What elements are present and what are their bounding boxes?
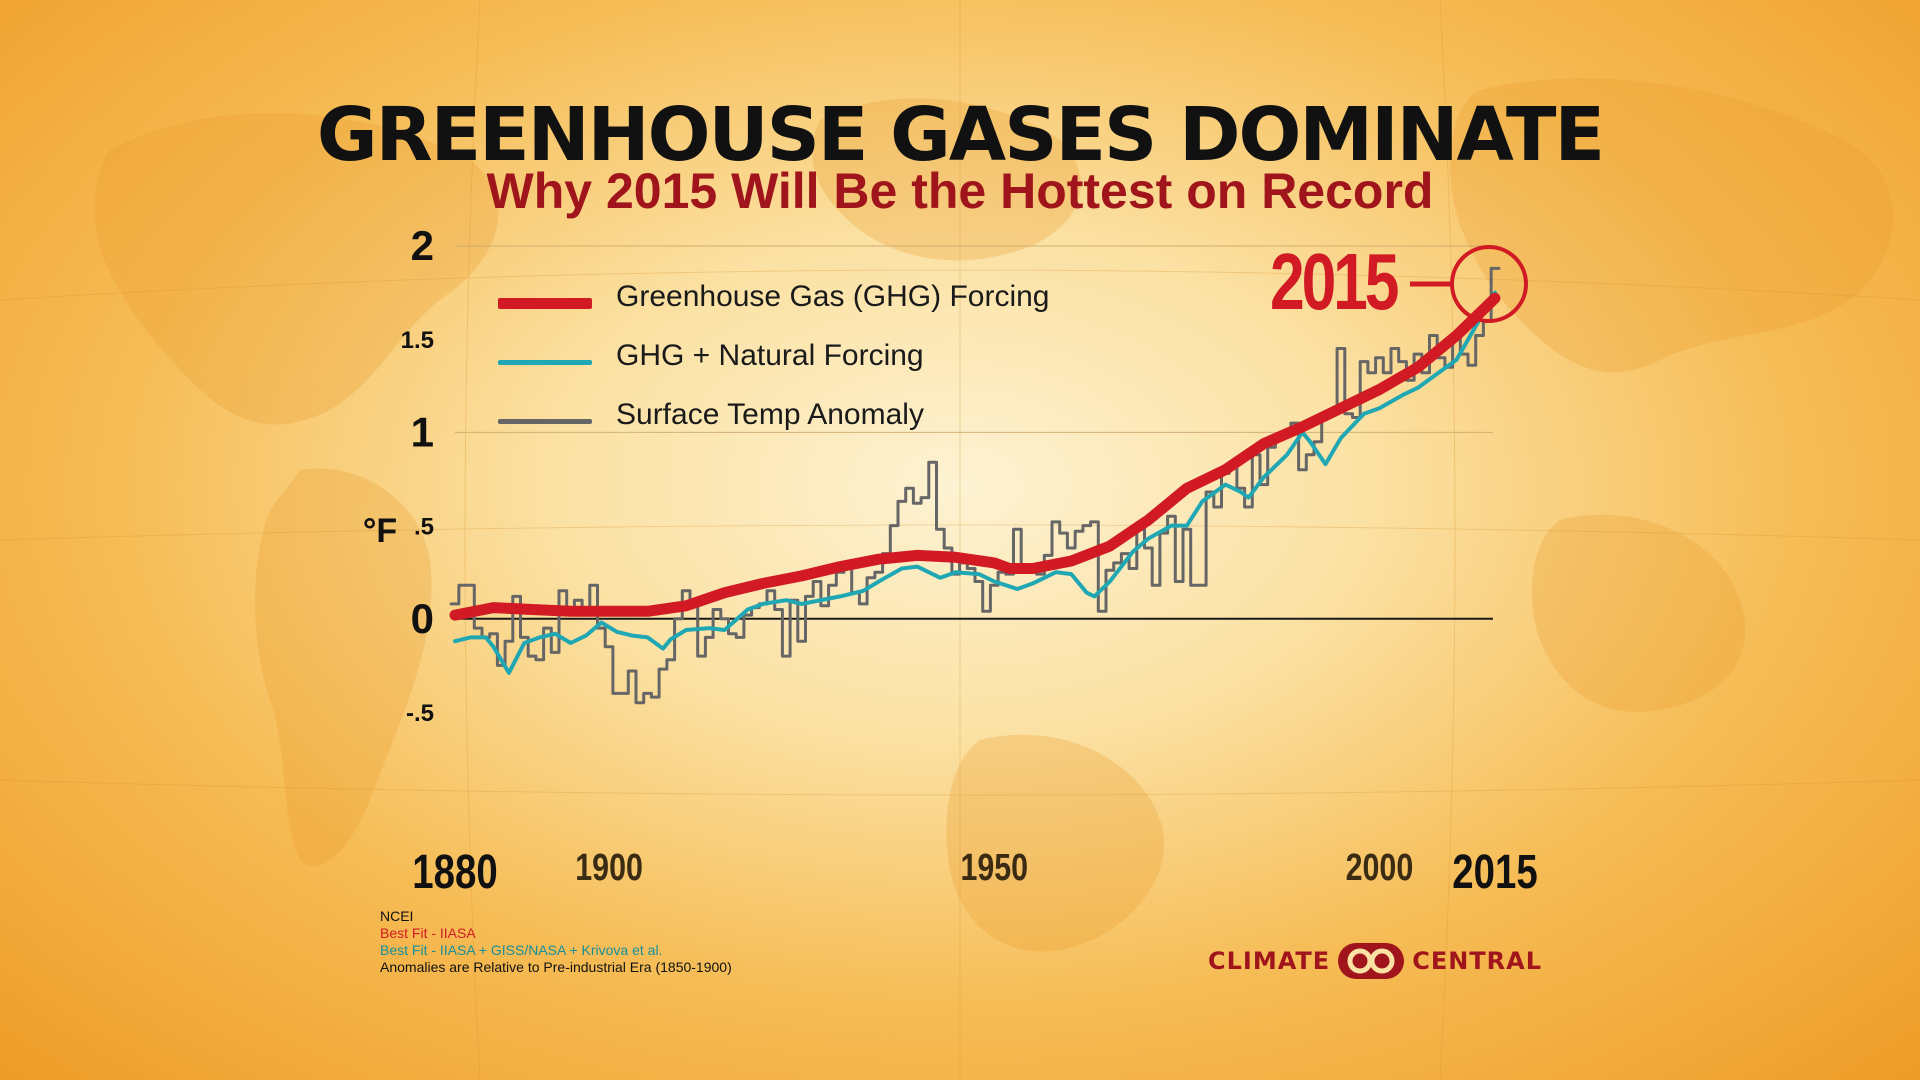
x-tick-label: 1950 xyxy=(960,847,1028,889)
series-line-surface-temp-anomaly xyxy=(451,268,1499,702)
source-notes: NCEI Best Fit - IIASA Best Fit - IIASA +… xyxy=(380,908,732,976)
year-callout-label: 2015 xyxy=(1270,236,1396,328)
x-tick-label: 2015 xyxy=(1452,846,1537,899)
legend-label-natural: GHG + Natural Forcing xyxy=(616,339,924,373)
x-tick-label: 1880 xyxy=(412,846,497,899)
legend-swatch-surface xyxy=(498,419,592,424)
y-tick-label: .5 xyxy=(414,514,434,541)
y-tick-label: 1.5 xyxy=(401,327,434,354)
climate-central-logo: CLIMATE CENTRAL xyxy=(1208,940,1542,982)
legend-label-ghg: Greenhouse Gas (GHG) Forcing xyxy=(616,280,1050,314)
y-axis-label: °F xyxy=(363,512,397,550)
x-tick-label: 2000 xyxy=(1346,847,1414,889)
source-line: Anomalies are Relative to Pre-industrial… xyxy=(380,959,732,976)
y-tick-label: 0 xyxy=(411,595,434,642)
y-tick-label: -.5 xyxy=(406,700,434,727)
source-line: Best Fit - IIASA xyxy=(380,925,732,942)
logo-rings-icon xyxy=(1336,941,1406,981)
logo-word-right: CENTRAL xyxy=(1412,947,1542,975)
logo-word-left: CLIMATE xyxy=(1208,947,1330,975)
y-tick-label: 1 xyxy=(411,408,434,455)
temperature-chart: -.5 0 .5 1 1.5 2 1880 1900 1950 2000 2015 °F xyxy=(0,0,1920,1080)
source-line: NCEI xyxy=(380,908,732,925)
legend-label-surface: Surface Temp Anomaly xyxy=(616,398,924,432)
legend-swatch-natural xyxy=(498,360,592,365)
x-tick-label: 1900 xyxy=(575,847,643,889)
source-line: Best Fit - IIASA + GISS/NASA + Krivova e… xyxy=(380,942,732,959)
y-tick-label: 2 xyxy=(411,222,434,269)
legend-swatch-ghg xyxy=(498,298,592,309)
